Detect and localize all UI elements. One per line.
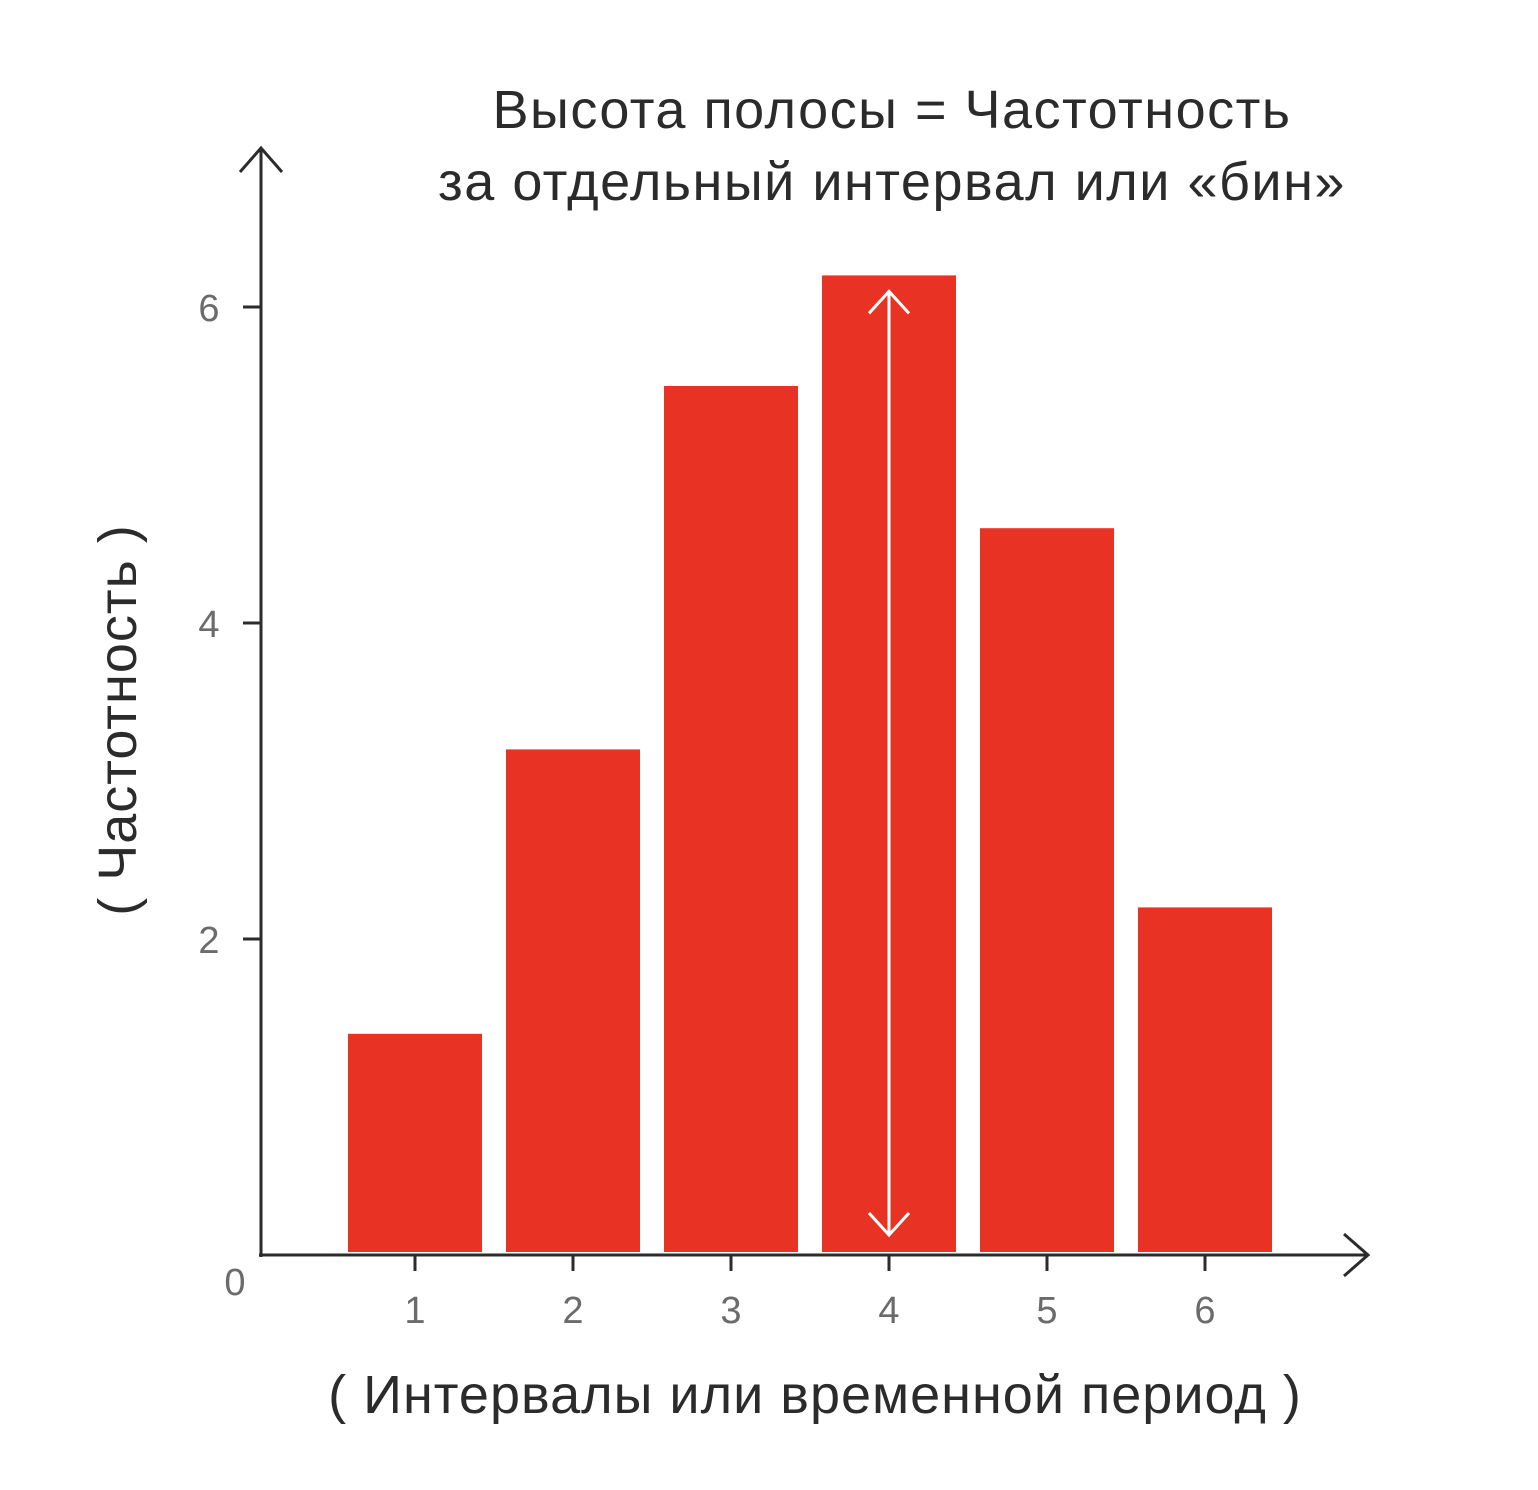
y-tick-label-2: 2 xyxy=(198,920,219,962)
origin-label: 0 xyxy=(224,1262,245,1304)
x-tick-label-1: 1 xyxy=(404,1290,425,1332)
y-tick-label-6: 6 xyxy=(198,288,219,330)
y-tick-label-4: 4 xyxy=(198,604,219,646)
x-tick-label-3: 3 xyxy=(720,1290,741,1332)
bar-height-indicator xyxy=(867,289,911,1238)
chart-title-line-2: за отдельный интервал или «бин» xyxy=(438,152,1346,212)
x-ticks-group: 1 2 3 4 5 6 xyxy=(404,1255,1216,1332)
height-arrow-head-top xyxy=(867,289,911,315)
height-arrow-head-bottom xyxy=(867,1211,911,1238)
x-tick-label-5: 5 xyxy=(1036,1290,1057,1332)
y-ticks-group: 2 4 6 xyxy=(198,288,261,962)
y-axis-arrowhead xyxy=(238,145,284,173)
x-axis-label: ( Интервалы или временной период ) xyxy=(328,1365,1302,1425)
x-tick-label-2: 2 xyxy=(562,1290,583,1332)
x-tick-label-6: 6 xyxy=(1194,1290,1215,1332)
bar-1 xyxy=(348,1033,482,1252)
bar-5 xyxy=(980,528,1114,1252)
bar-6 xyxy=(1138,907,1272,1252)
x-axis-arrowhead xyxy=(1343,1232,1371,1278)
bar-3 xyxy=(664,386,798,1252)
x-tick-label-4: 4 xyxy=(878,1290,899,1332)
chart-title-line-1: Высота полосы = Частотность xyxy=(493,80,1292,140)
y-axis-label: ( Частотность ) xyxy=(88,524,148,915)
bar-2 xyxy=(506,749,640,1252)
bars-group xyxy=(348,275,1272,1252)
